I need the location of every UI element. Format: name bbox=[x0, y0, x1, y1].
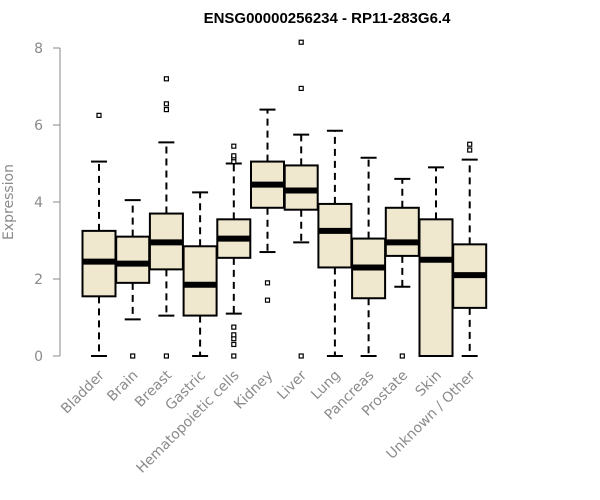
outlier-point bbox=[231, 341, 237, 348]
outlier-point bbox=[298, 85, 304, 92]
outlier-point bbox=[298, 39, 304, 45]
outlier-point bbox=[163, 76, 169, 82]
box-1 bbox=[115, 199, 151, 359]
iqr-box bbox=[317, 202, 353, 269]
y-tick-label: 4 bbox=[34, 195, 43, 211]
outlier-point bbox=[231, 332, 237, 338]
box-9 bbox=[384, 177, 420, 359]
box-10 bbox=[418, 166, 454, 357]
x-tick-label: Bladder bbox=[58, 367, 108, 417]
outlier-point bbox=[163, 106, 169, 113]
box-2 bbox=[148, 76, 184, 359]
box-7 bbox=[317, 129, 353, 357]
iqr-box bbox=[115, 235, 151, 284]
outlier-point bbox=[163, 353, 169, 359]
box-5 bbox=[250, 108, 285, 303]
outlier-point bbox=[231, 143, 237, 149]
outlier-point bbox=[298, 353, 304, 359]
outlier-point bbox=[96, 112, 102, 118]
outlier-point bbox=[467, 141, 473, 147]
y-tick-label: 2 bbox=[34, 272, 43, 288]
box-3 bbox=[182, 191, 218, 357]
x-tick-label: Liver bbox=[274, 367, 310, 403]
box-6 bbox=[283, 39, 319, 359]
boxes-layer bbox=[81, 39, 488, 359]
outlier-point bbox=[264, 280, 271, 286]
chart-title: ENSG00000256234 - RP11-283G6.4 bbox=[204, 10, 451, 27]
outlier-point bbox=[467, 147, 473, 153]
box-0 bbox=[81, 112, 117, 357]
y-axis: 0 2 4 6 8 bbox=[34, 41, 61, 365]
y-tick-label: 6 bbox=[34, 118, 43, 134]
outlier-point bbox=[231, 153, 237, 159]
iqr-box bbox=[384, 206, 420, 257]
y-tick-label: 0 bbox=[34, 349, 43, 365]
iqr-box bbox=[182, 245, 218, 317]
outlier-point bbox=[130, 353, 136, 359]
outlier-point bbox=[231, 353, 237, 359]
box-8 bbox=[351, 156, 387, 357]
outlier-point bbox=[264, 297, 271, 303]
y-tick-label: 8 bbox=[34, 41, 43, 57]
outlier-point bbox=[231, 324, 237, 330]
outlier-point bbox=[399, 353, 405, 359]
outlier-point bbox=[163, 101, 169, 107]
iqr-box bbox=[418, 218, 454, 357]
box-4 bbox=[216, 143, 252, 359]
box-11 bbox=[452, 141, 488, 357]
y-axis-label: Expression bbox=[1, 164, 17, 240]
